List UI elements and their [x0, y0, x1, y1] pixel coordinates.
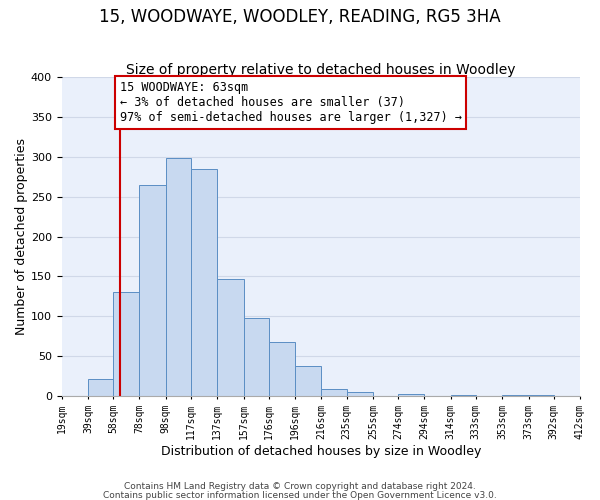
X-axis label: Distribution of detached houses by size in Woodley: Distribution of detached houses by size …	[161, 444, 481, 458]
Bar	[113, 292, 139, 396]
Bar	[269, 342, 295, 396]
Bar	[295, 366, 322, 396]
Text: Contains HM Land Registry data © Crown copyright and database right 2024.: Contains HM Land Registry data © Crown c…	[124, 482, 476, 491]
Bar	[322, 389, 347, 396]
Title: Size of property relative to detached houses in Woodley: Size of property relative to detached ho…	[126, 63, 515, 77]
Text: Contains public sector information licensed under the Open Government Licence v3: Contains public sector information licen…	[103, 490, 497, 500]
Bar	[244, 318, 269, 396]
Bar	[88, 378, 113, 396]
Bar	[398, 394, 424, 396]
Text: 15, WOODWAYE, WOODLEY, READING, RG5 3HA: 15, WOODWAYE, WOODLEY, READING, RG5 3HA	[99, 8, 501, 26]
Bar	[217, 279, 244, 396]
Y-axis label: Number of detached properties: Number of detached properties	[15, 138, 28, 335]
Bar	[347, 392, 373, 396]
Bar	[191, 168, 217, 396]
Bar	[166, 158, 191, 396]
Bar	[139, 186, 166, 396]
Text: 15 WOODWAYE: 63sqm
← 3% of detached houses are smaller (37)
97% of semi-detached: 15 WOODWAYE: 63sqm ← 3% of detached hous…	[119, 81, 461, 124]
